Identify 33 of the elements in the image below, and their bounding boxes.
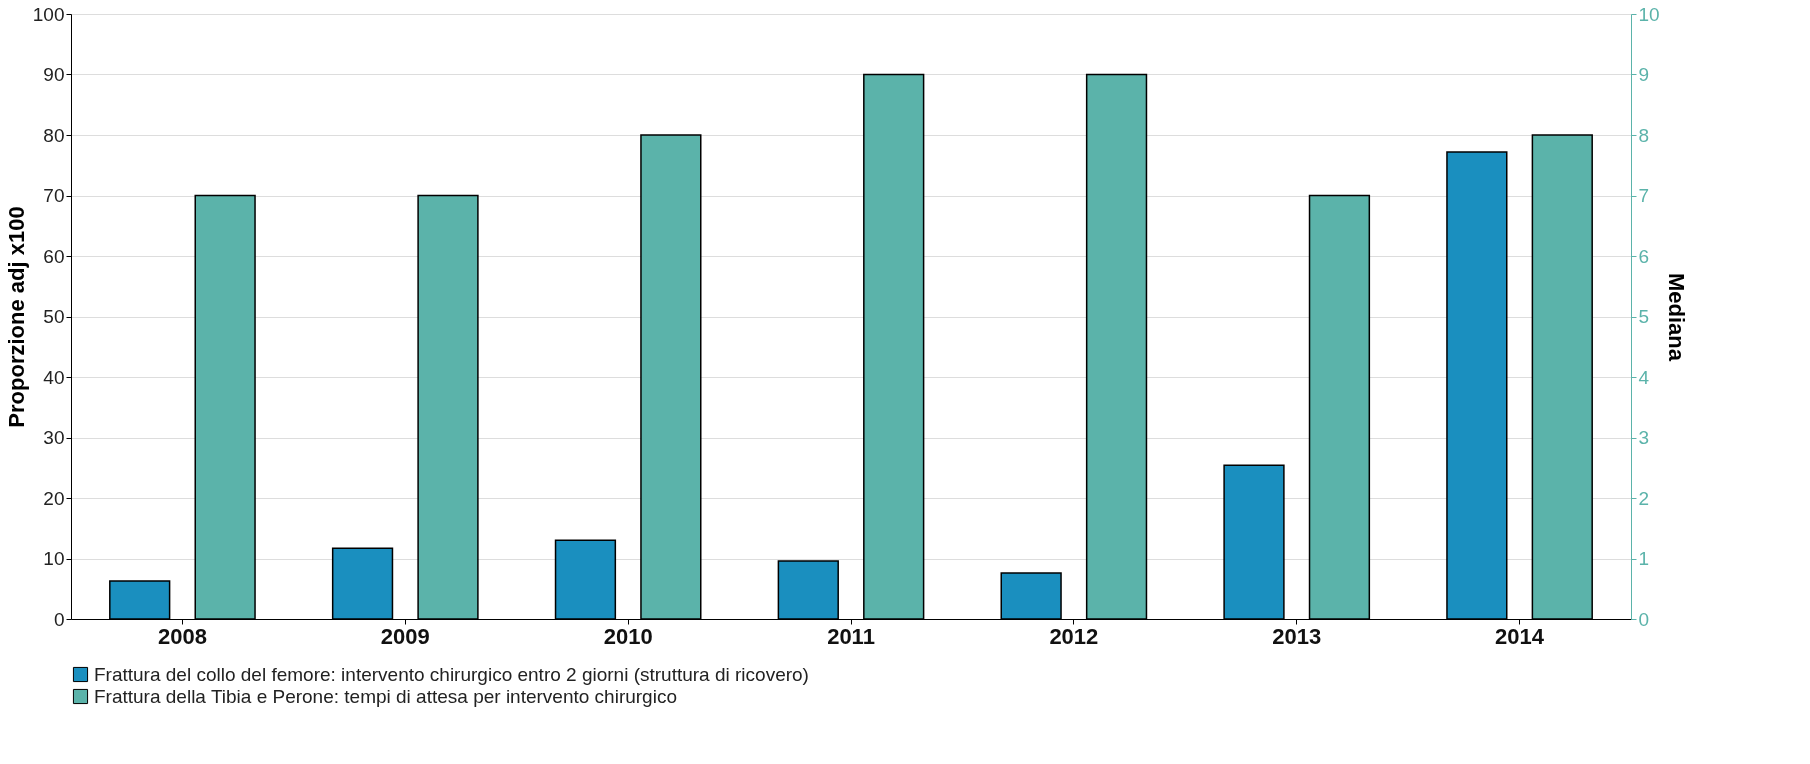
- y2-tick-label: 3: [1638, 427, 1650, 448]
- y2-tick-label: 7: [1638, 185, 1650, 206]
- y-tick-label: 50: [43, 306, 65, 327]
- y-tick-label: 30: [43, 427, 65, 448]
- y-tick-label: 60: [43, 245, 65, 267]
- x-tick-label: 2010: [603, 623, 653, 649]
- y-tick-label: 90: [43, 64, 65, 85]
- y2-axis-title: Mediana: [1663, 272, 1689, 362]
- x-tick-label: 2011: [827, 623, 875, 649]
- y2-tick-label: 5: [1638, 306, 1650, 327]
- x-tick-label: 2013: [1272, 623, 1322, 649]
- y2-tick-label: 4: [1638, 366, 1650, 388]
- y2-tick-label: 1: [1638, 548, 1650, 569]
- y-tick-label: 80: [43, 124, 65, 146]
- y2-tick-label: 0: [1638, 608, 1650, 630]
- y2-tick-label: 2: [1638, 487, 1650, 509]
- x-tick-label: 2012: [1049, 623, 1099, 649]
- legend-label: Frattura della Tibia e Perone: tempi di attesa per intervento chirurgico: [94, 685, 677, 707]
- legend-label: Frattura del collo del femore: intervento chirurgico entro 2 giorni (struttura di ricovero): [94, 663, 809, 685]
- y2-tick-label: 9: [1638, 64, 1650, 85]
- y-tick-label: 70: [43, 185, 65, 206]
- y2-tick-label: 10: [1638, 3, 1660, 25]
- y2-tick-label: 6: [1638, 245, 1650, 267]
- y-tick-label: 40: [43, 366, 65, 388]
- y-axis-title: Proporzione adj x100: [3, 206, 29, 428]
- y-tick-label: 20: [43, 487, 65, 509]
- x-tick-label: 2014: [1495, 623, 1545, 649]
- y-tick-label: 100: [32, 3, 65, 25]
- x-tick-label: 2008: [157, 623, 207, 649]
- y-tick-label: 0: [53, 608, 65, 630]
- x-tick-label: 2009: [380, 623, 430, 649]
- y-tick-label: 10: [43, 548, 65, 569]
- y2-tick-label: 8: [1638, 124, 1650, 146]
